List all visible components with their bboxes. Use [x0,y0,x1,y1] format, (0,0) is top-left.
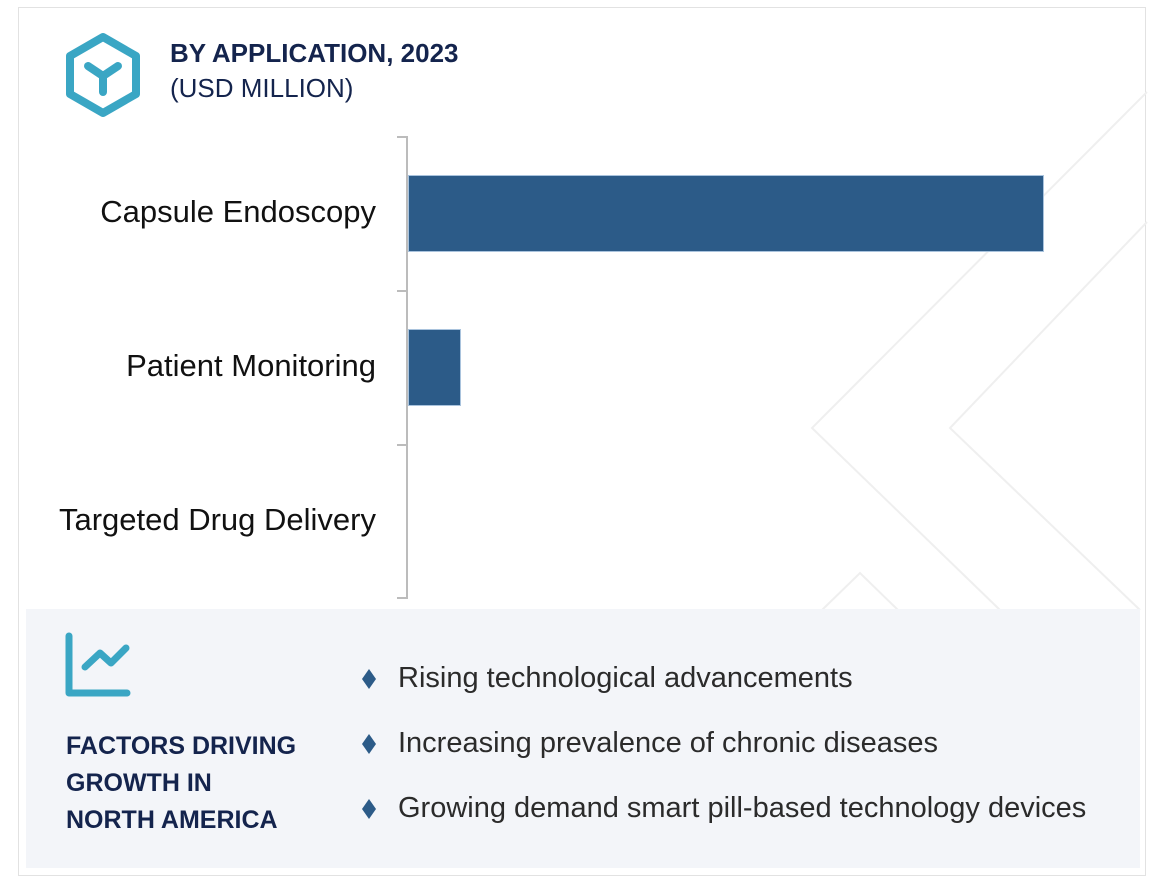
factors-title-line: FACTORS DRIVING [66,732,297,760]
growth-factors-panel [26,609,1140,868]
hexagon-y-icon [66,33,140,117]
trend-chart-icon [65,632,131,697]
factor-item: Rising technological advancements [360,662,853,695]
y-axis-tick [397,597,407,599]
chart-subtitle: (USD MILLION) [170,73,354,103]
chart-title: BY APPLICATION, 2023 [170,38,459,68]
bar-patient-monitoring [408,329,461,406]
factor-item: Increasing prevalence of chronic disease… [360,727,938,760]
category-label-capsule-endoscopy: Capsule Endoscopy [100,194,376,229]
factors-title-line: NORTH AMERICA [66,806,278,834]
diamond-bullet-icon [362,798,376,819]
y-axis-tick [397,290,407,292]
diamond-bullet-icon [362,733,376,754]
y-axis-tick [397,136,407,138]
factor-item: Growing demand smart pill-based technolo… [360,792,1086,825]
category-label-patient-monitoring: Patient Monitoring [126,348,376,383]
y-axis-line [406,136,408,599]
category-label-targeted-drug-delivery: Targeted Drug Delivery [58,502,376,537]
bar-capsule-endoscopy [408,175,1044,252]
factors-title-line: GROWTH IN [66,769,212,797]
factor-item-text: Growing demand smart pill-based technolo… [398,792,1087,824]
factors-title: FACTORS DRIVING GROWTH IN NORTH AMERICA [66,728,336,839]
factor-item-text: Rising technological advancements [398,662,853,694]
y-axis-tick [397,444,407,446]
factor-item-text: Increasing prevalence of chronic disease… [398,727,939,759]
diamond-bullet-icon [362,668,376,689]
